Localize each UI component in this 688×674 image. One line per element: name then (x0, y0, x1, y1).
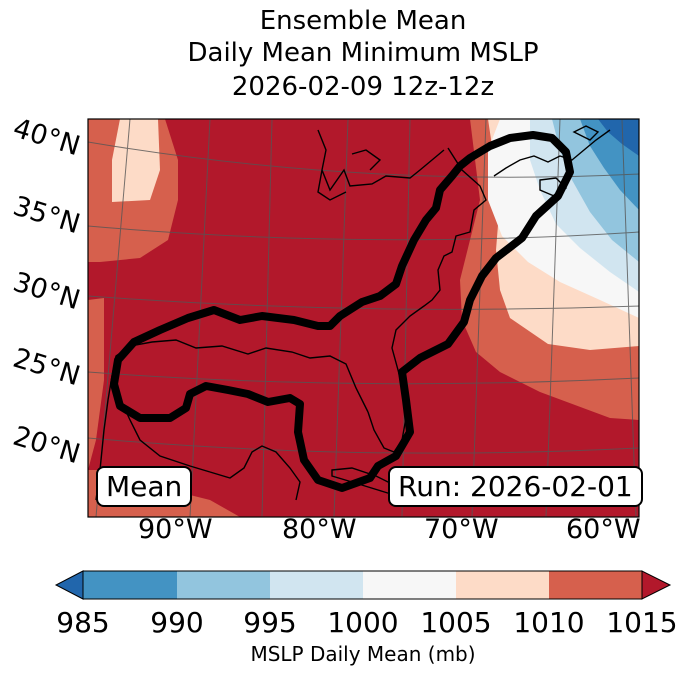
lon-label-80w: 80°W (282, 514, 357, 545)
colorbar-bin-985-990 (83, 571, 177, 599)
map-frame (87, 118, 640, 518)
colorbar-tick-1010: 1010 (513, 606, 585, 639)
lon-label-90w: 90°W (138, 514, 213, 545)
pressure-field (88, 119, 639, 517)
parallel-25n (88, 371, 639, 385)
mean-label-box: Mean (96, 466, 193, 507)
colorbar-tick-1000: 1000 (327, 606, 399, 639)
colorbar-bin-1005-1010 (456, 571, 549, 599)
colorbar-tick-985: 985 (56, 606, 110, 639)
parallel-30n (88, 295, 639, 310)
colorbar-tick-1005: 1005 (420, 606, 492, 639)
colorbar-tick-1015: 1015 (606, 606, 678, 639)
parallel-40n (88, 141, 639, 178)
colorbar-bin-1000-1005 (363, 571, 456, 599)
yucatan-coast (209, 445, 301, 501)
meridian-60w (621, 119, 637, 517)
colorbar-tick-990: 990 (150, 606, 204, 639)
colorbar-extend-high (641, 570, 672, 600)
parallel-20n (88, 437, 639, 454)
gulf-coast (111, 339, 369, 473)
colorbar-tick-995: 995 (243, 606, 297, 639)
meridian-70w (471, 119, 487, 517)
track-contour (110, 131, 574, 492)
colorbar (54, 570, 672, 600)
lon-label-70w: 70°W (424, 514, 499, 545)
title-line-1: Ensemble Mean (259, 6, 467, 36)
colorbar-extend-low (54, 570, 84, 600)
run-label-box: Run: 2026-02-01 (388, 466, 643, 507)
field-1010-1015-sw (88, 298, 104, 470)
colorbar-bin-995-1000 (270, 571, 363, 599)
lon-label-60w: 60°W (566, 514, 641, 545)
great-lakes-coast (317, 129, 445, 201)
colorbar-outline (82, 570, 643, 600)
parallel-35n (88, 225, 639, 241)
field-1005-1010-west (112, 119, 160, 202)
colorbar-bin-1010-1015 (549, 571, 642, 599)
colorbar-label: MSLP Daily Mean (mb) (250, 642, 476, 666)
field-below-985 (598, 119, 639, 156)
graticule (88, 119, 639, 517)
title-line-2: Daily Mean Minimum MSLP (187, 38, 539, 68)
colorbar-bin-990-995 (177, 571, 270, 599)
meridian-65w (545, 119, 561, 517)
title-line-3: 2026-02-09 12z-12z (231, 72, 495, 102)
